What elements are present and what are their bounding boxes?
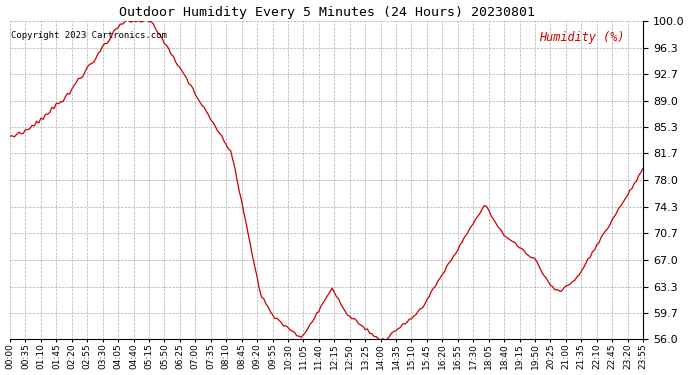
Title: Outdoor Humidity Every 5 Minutes (24 Hours) 20230801: Outdoor Humidity Every 5 Minutes (24 Hou… xyxy=(119,6,535,18)
Text: Humidity (%): Humidity (%) xyxy=(539,31,624,44)
Text: Copyright 2023 Cartronics.com: Copyright 2023 Cartronics.com xyxy=(11,31,167,40)
